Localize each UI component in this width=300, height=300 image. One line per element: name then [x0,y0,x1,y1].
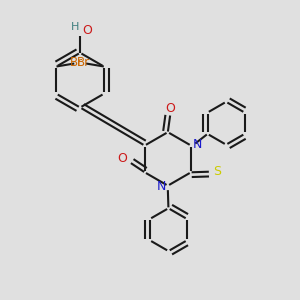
Text: O: O [82,24,92,37]
Text: H: H [70,22,79,32]
Text: Br: Br [77,56,90,69]
Text: Br: Br [70,56,83,69]
Text: N: N [157,180,167,193]
Text: S: S [213,165,221,178]
Text: O: O [118,152,128,165]
Text: N: N [192,138,202,152]
Text: O: O [165,102,175,115]
